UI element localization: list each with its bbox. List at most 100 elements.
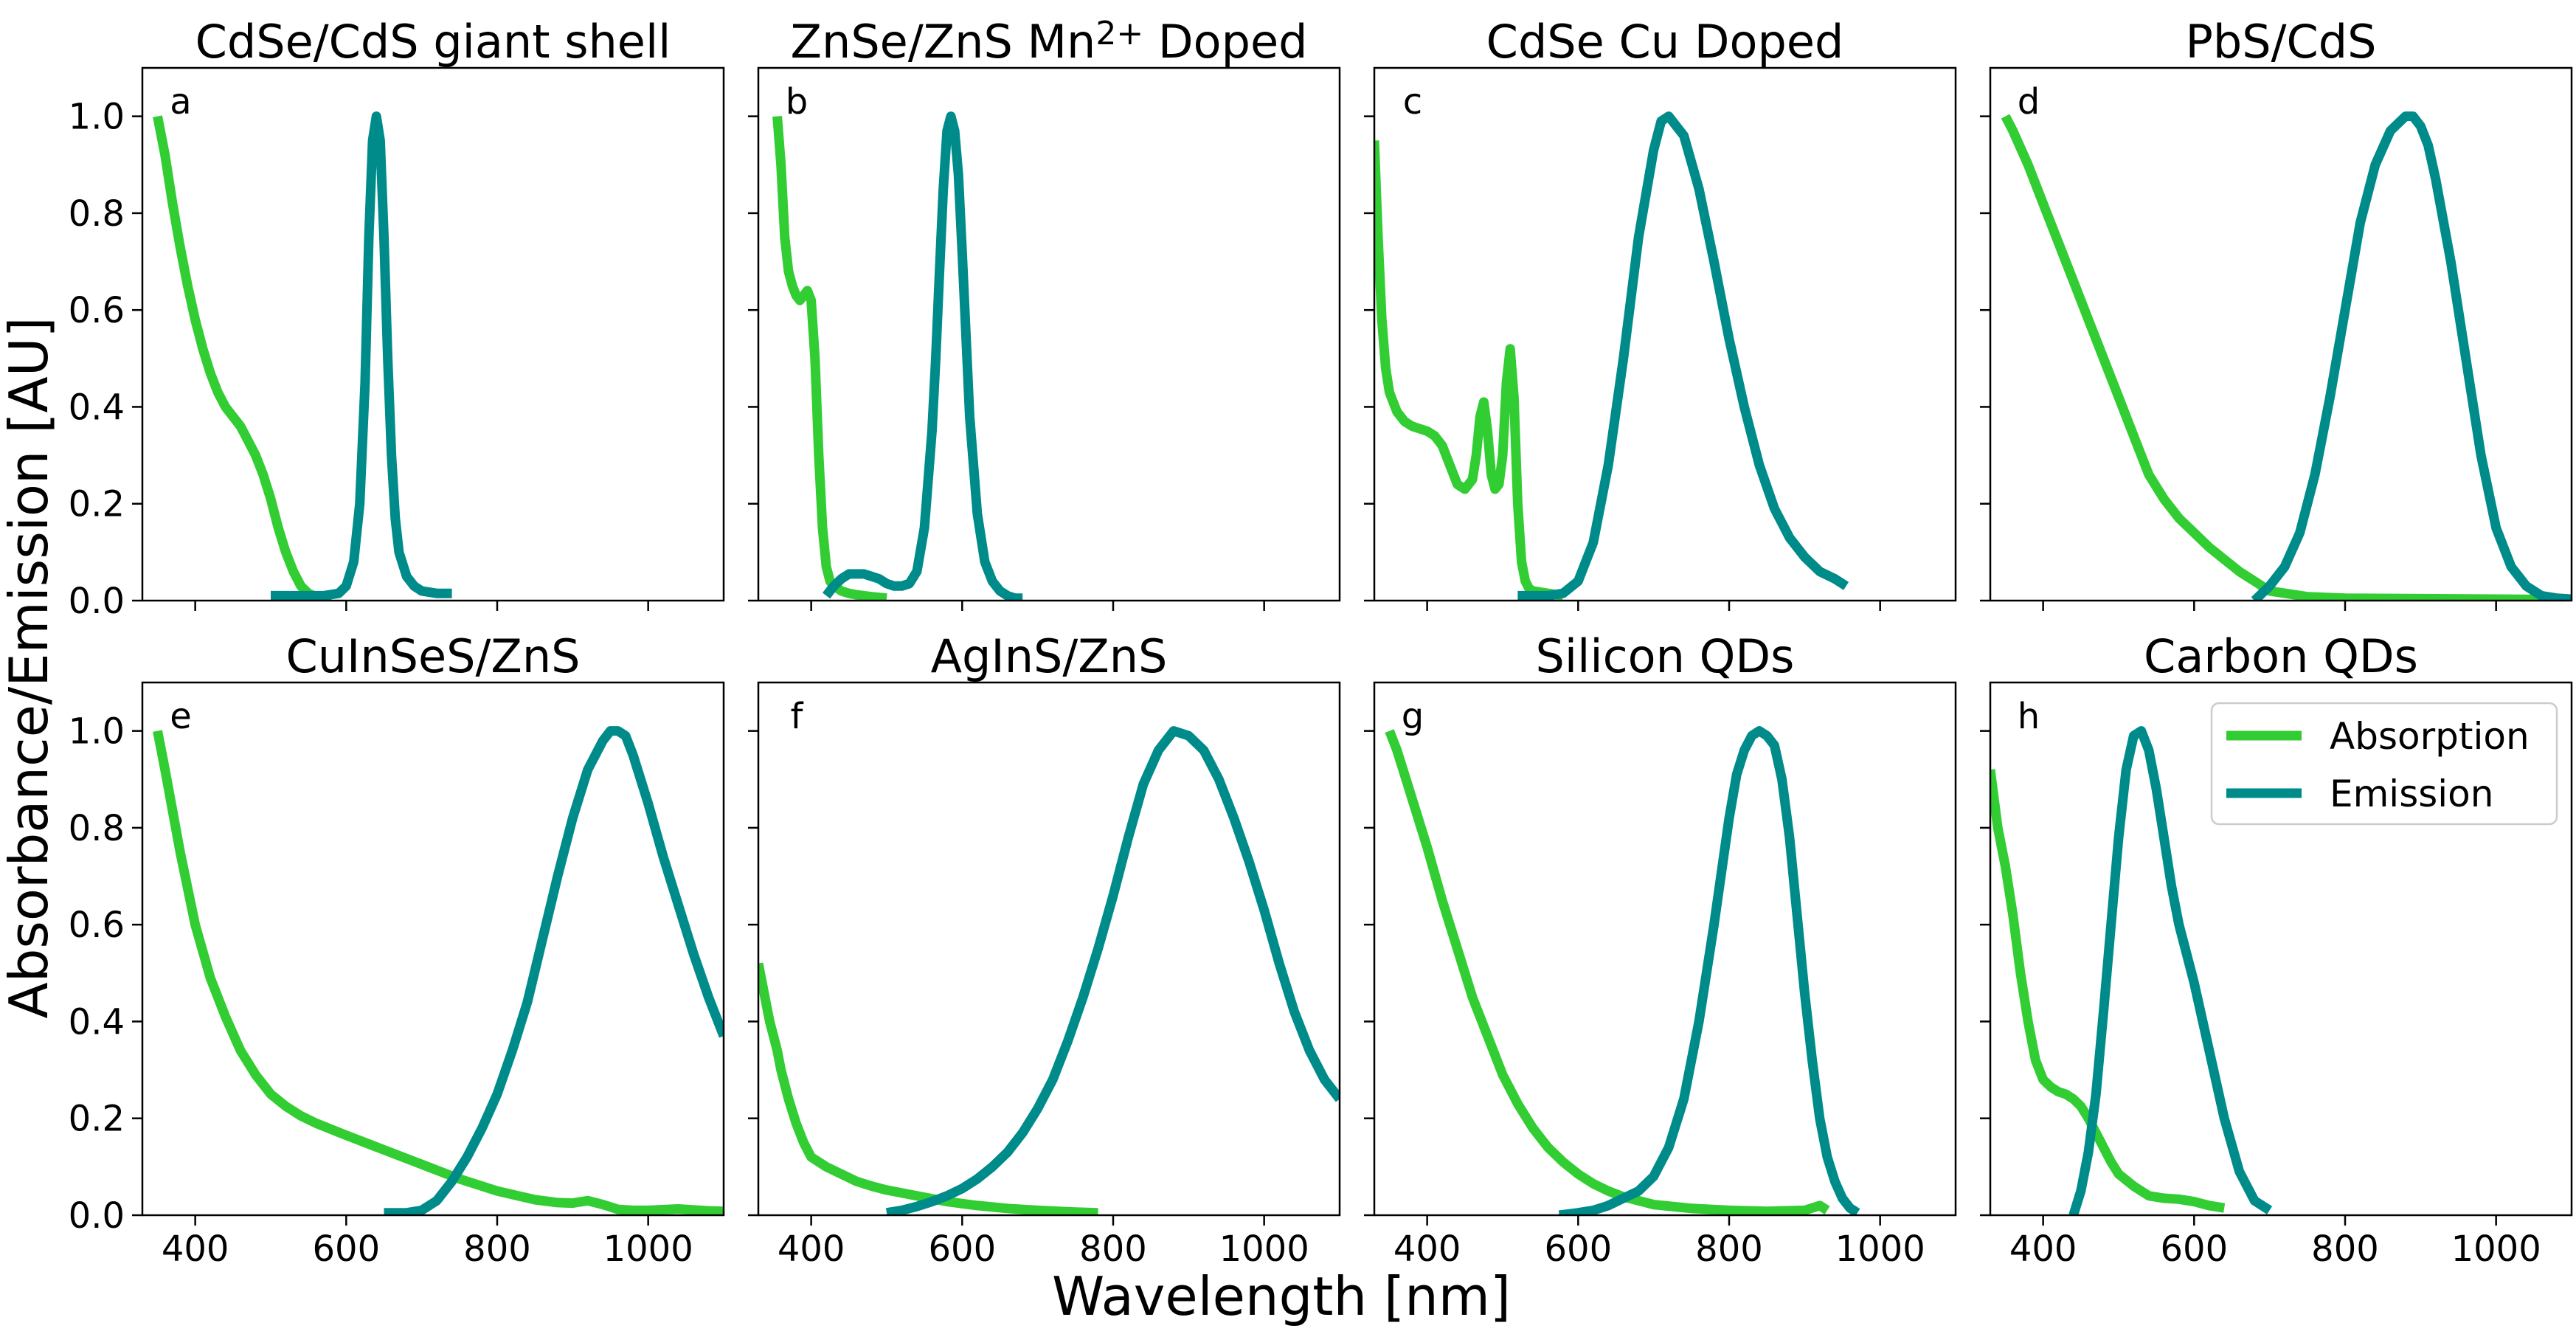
panel-c-absorption-line — [1374, 140, 1564, 601]
panel-a-y-tick-label: 0.6 — [69, 290, 125, 331]
panel-h-absorption-line — [1990, 769, 2226, 1213]
panel-b-absorption-line — [772, 116, 887, 601]
panel-b-frame — [757, 66, 1341, 602]
y-axis-label: Absorbance/Emission [AU] — [0, 317, 60, 1018]
panel-e-absorption-line — [153, 730, 724, 1215]
panel-g-title-part: Silicon QDs — [1536, 629, 1795, 683]
panel-b-letter: b — [786, 81, 808, 122]
panel-a-emission-line — [271, 111, 452, 601]
panel-g-x-tick-label: 400 — [1393, 1228, 1461, 1270]
panel-d-title: PbS/CdS — [2186, 15, 2377, 69]
panel-e-x-tick-label: 400 — [162, 1228, 229, 1270]
panel-g-x-tick-label: 800 — [1695, 1228, 1763, 1270]
panel-h-emission-line — [2068, 726, 2273, 1215]
panel-g-x-tick-label: 600 — [1544, 1228, 1612, 1270]
panel-g-absorption-line — [1385, 729, 1830, 1215]
panel-f-x-tick-label: 1000 — [1219, 1228, 1309, 1270]
panel-b-title-part: Doped — [1143, 15, 1307, 69]
legend-emission-label: Emission — [2330, 773, 2493, 815]
panel-e-y-tick-label: 0.4 — [69, 1001, 125, 1043]
panel-a-title-part: CdSe/CdS giant shell — [195, 15, 671, 69]
panel-b: ZnSe/ZnS Mn2+ Doped b — [748, 15, 1341, 611]
panel-h-letter: h — [2018, 696, 2040, 737]
panel-e-x-tick-label: 600 — [312, 1228, 380, 1270]
panel-b-emission-line — [822, 111, 1023, 601]
panel-a-letter: a — [170, 81, 191, 122]
panel-f-series-group — [758, 726, 1340, 1215]
panel-e-series-group — [153, 726, 724, 1215]
panel-g-letter: g — [1402, 696, 1424, 737]
panel-c-frame — [1373, 66, 1957, 602]
panel-e-x-tick-label: 1000 — [603, 1228, 693, 1270]
panel-f-emission-line — [885, 726, 1340, 1215]
panel-g: 400 600 800 1000 Silicon QDs g — [1364, 629, 1957, 1270]
panel-g-series-group — [1385, 726, 1860, 1215]
panel-c-emission-line — [1517, 111, 1849, 601]
panel-d-series-group — [2001, 111, 2572, 601]
panel-e-y-tick-label: 1.0 — [69, 711, 125, 753]
panel-a-y-tick-label: 0.4 — [69, 387, 125, 428]
panel-g-emission-line — [1558, 726, 1860, 1215]
panel-e-title-part: CuInSeS/ZnS — [285, 629, 580, 683]
panel-g-x-tick-label: 1000 — [1835, 1228, 1925, 1270]
panel-h-x-tick-label: 600 — [2160, 1228, 2228, 1270]
panel-e-y-tick-label: 0.0 — [69, 1195, 125, 1237]
panel-c: CdSe Cu Doped c — [1364, 15, 1957, 611]
panel-c-title: CdSe Cu Doped — [1486, 15, 1844, 69]
panel-f-x-tick-label: 800 — [1079, 1228, 1147, 1270]
panel-f-frame — [757, 681, 1341, 1217]
panel-a-y-tick-label: 0.8 — [69, 193, 125, 235]
panel-h-title-part: Carbon QDs — [2144, 629, 2418, 683]
panel-a-frame — [141, 66, 725, 602]
panel-d-absorption-line — [2001, 114, 2572, 601]
panel-e-frame — [141, 681, 725, 1217]
panel-h-series-group — [1990, 726, 2273, 1215]
panel-a-absorption-line — [153, 115, 333, 601]
panel-f-letter: f — [791, 696, 804, 737]
panel-a-y-tick-label: 1.0 — [69, 97, 125, 138]
panel-b-title: ZnSe/ZnS Mn2+ Doped — [791, 15, 1308, 69]
panel-f-title: AgInS/ZnS — [931, 629, 1168, 683]
panel-d-emission-line — [2251, 111, 2572, 601]
panel-h: 400 600 800 1000 Carbon QDs h — [1980, 629, 2573, 1270]
panel-e-y-tick-label: 0.8 — [69, 808, 125, 849]
panel-f-absorption-line — [758, 962, 1098, 1215]
panel-g-frame — [1373, 681, 1957, 1217]
x-axis-label: Wavelength [nm] — [1052, 1265, 1511, 1327]
panel-d-letter: d — [2018, 81, 2040, 122]
panel-e-title: CuInSeS/ZnS — [285, 629, 580, 683]
panel-e-y-tick-label: 0.2 — [69, 1099, 125, 1140]
panel-e: 400 600 800 1000 0.0 0.2 0.4 0.6 0.8 1.0 CuInSeS/Z… — [69, 629, 725, 1270]
panel-f-title-part: AgInS/ZnS — [931, 629, 1168, 683]
panel-e-x-tick-label: 800 — [463, 1228, 531, 1270]
panel-d: PbS/CdS d — [1980, 15, 2573, 611]
panel-b-title-part: 2+ — [1095, 15, 1143, 52]
panel-c-title-part: CdSe Cu Doped — [1486, 15, 1844, 69]
panel-f-x-tick-label: 400 — [778, 1228, 845, 1270]
panel-h-title: Carbon QDs — [2144, 629, 2418, 683]
panel-a-title: CdSe/CdS giant shell — [195, 15, 671, 69]
panel-h-frame — [1989, 681, 2573, 1217]
panel-a-series-group — [153, 111, 452, 601]
panel-e-letter: e — [170, 696, 192, 737]
panel-a-y-tick-label: 0.0 — [69, 581, 125, 622]
panel-g-title: Silicon QDs — [1536, 629, 1795, 683]
panel-h-x-tick-label: 1000 — [2451, 1228, 2541, 1270]
panel-e-y-tick-label: 0.6 — [69, 905, 125, 946]
panel-a-y-tick-label: 0.2 — [69, 484, 125, 525]
panel-f-x-tick-label: 600 — [928, 1228, 996, 1270]
panel-h-x-tick-label: 400 — [2009, 1228, 2077, 1270]
panel-d-title-part: PbS/CdS — [2186, 15, 2377, 69]
panel-c-series-group — [1374, 111, 1849, 601]
panel-b-title-part: ZnSe/ZnS Mn — [791, 15, 1096, 69]
panel-h-x-tick-label: 800 — [2311, 1228, 2379, 1270]
panel-c-letter: c — [1403, 81, 1422, 122]
panel-d-frame — [1989, 66, 2573, 602]
panel-f: 400 600 800 1000 AgInS/ZnS f — [748, 629, 1341, 1270]
legend-absorption-label: Absorption — [2330, 715, 2530, 758]
panel-e-emission-line — [384, 726, 724, 1215]
